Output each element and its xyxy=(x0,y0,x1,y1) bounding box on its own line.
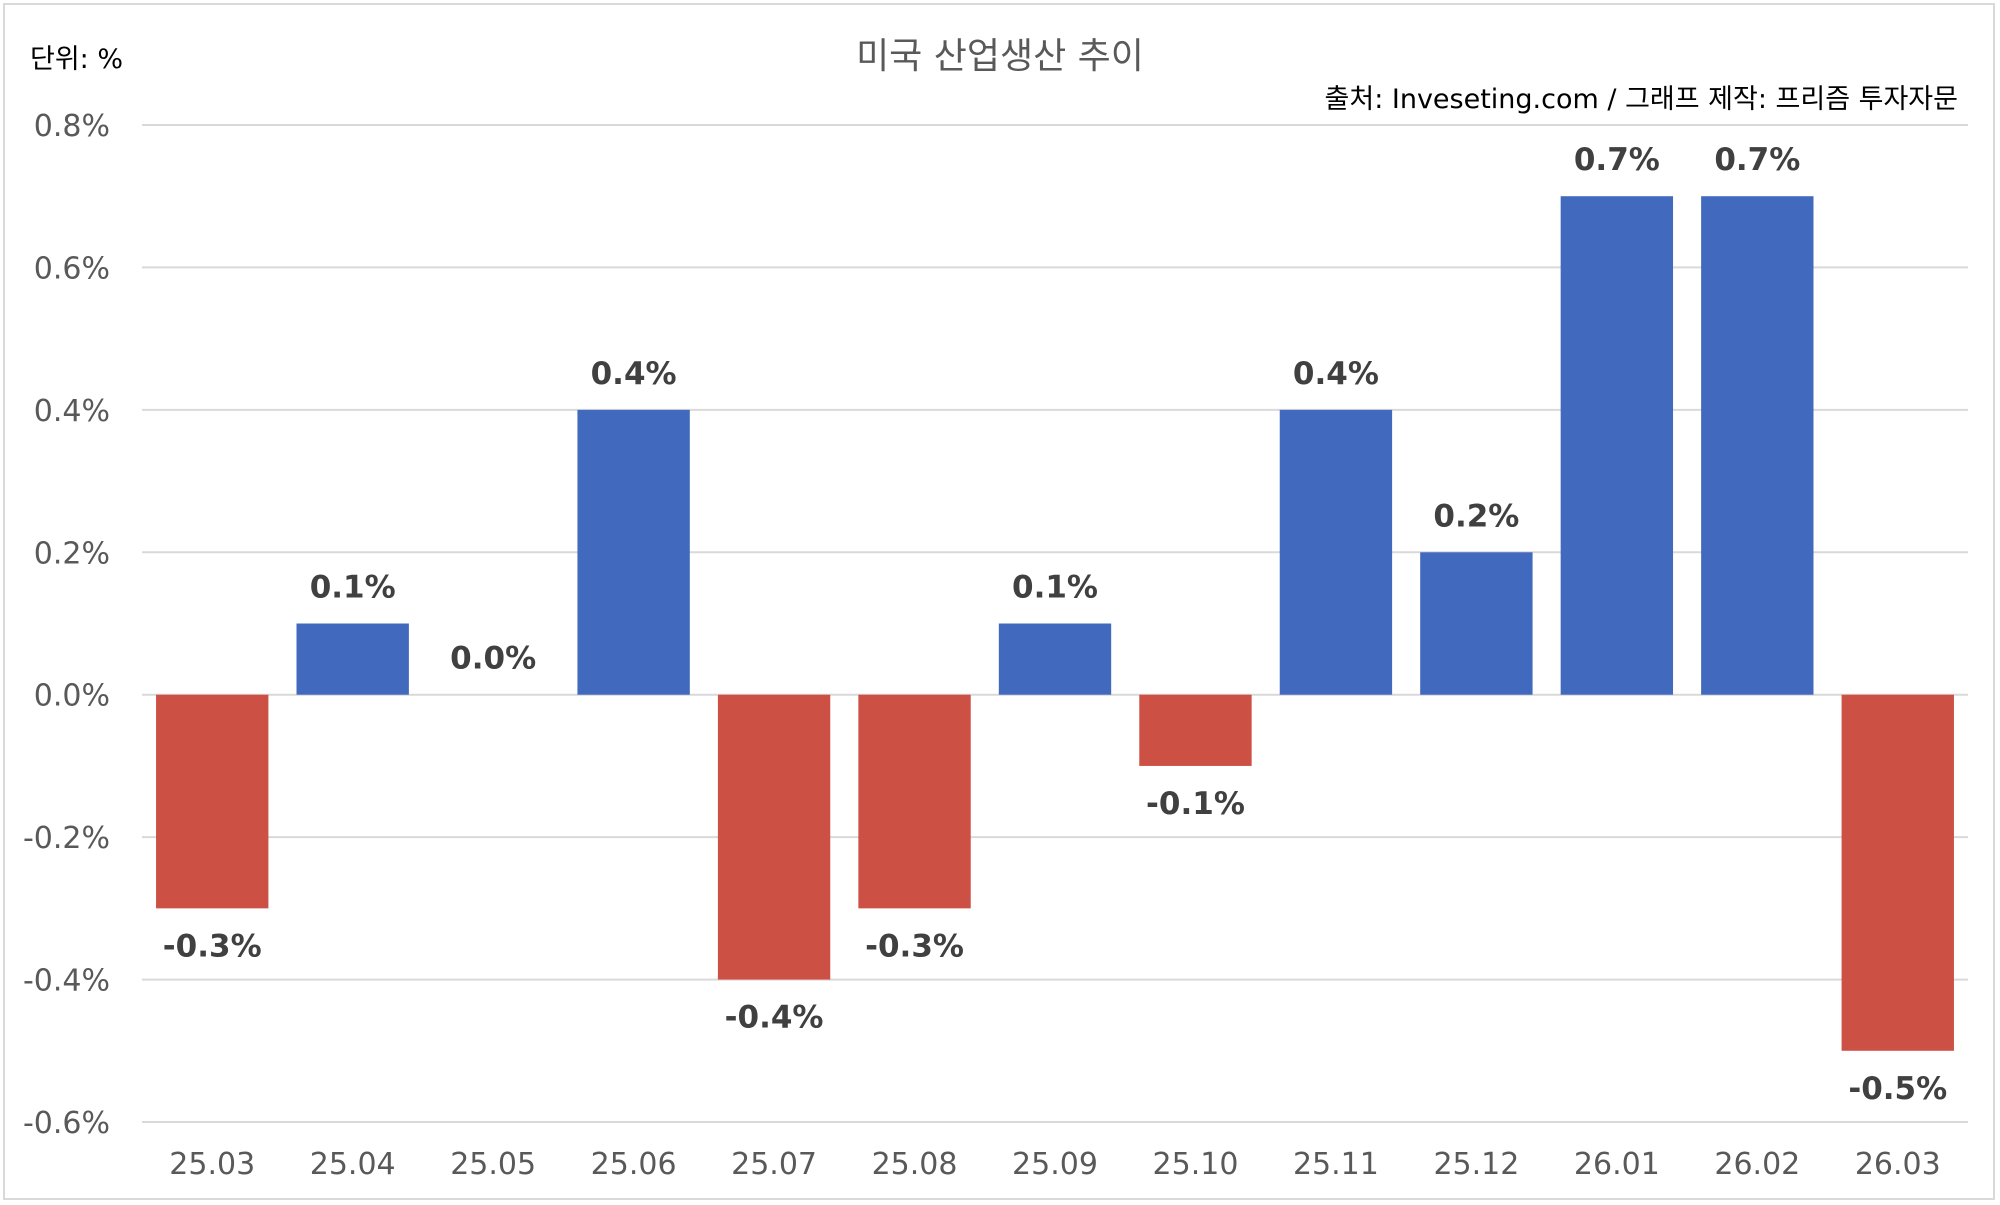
unit-label: 단위: % xyxy=(30,44,123,75)
x-tick-label: 25.10 xyxy=(1153,1147,1239,1182)
y-tick-label: 0.4% xyxy=(34,394,110,429)
bar xyxy=(1701,196,1814,695)
bar xyxy=(1841,694,1954,1051)
x-tick-label: 26.02 xyxy=(1714,1147,1800,1182)
bar xyxy=(1560,196,1674,695)
bar xyxy=(577,409,690,695)
x-tick-label: 25.09 xyxy=(1012,1147,1098,1182)
y-tick-label: 0.2% xyxy=(34,536,110,571)
data-label: 0.1% xyxy=(1012,570,1098,606)
data-labels: -0.3% 0.1% 0.0% 0.4% -0.4% -0.3% 0.1% -0.1% 0.4%… xyxy=(163,142,1947,1107)
data-label: 0.1% xyxy=(310,570,396,606)
x-tick-label: 25.03 xyxy=(169,1147,255,1182)
bar xyxy=(156,694,269,909)
bar xyxy=(717,694,831,980)
bars xyxy=(156,196,1954,1051)
y-tick-label: -0.6% xyxy=(23,1106,110,1141)
y-axis-ticks: 0.8% 0.6% 0.4% 0.2% 0.0% -0.2% -0.4% -0.6% xyxy=(23,109,110,1141)
y-tick-label: 0.0% xyxy=(34,679,110,714)
y-tick-label: 0.6% xyxy=(34,251,110,286)
data-label: 0.2% xyxy=(1433,498,1519,534)
data-label: -0.3% xyxy=(865,928,964,964)
data-label: 0.0% xyxy=(450,641,536,677)
bar xyxy=(998,623,1112,695)
source-note: 출처: Inveseting.com / 그래프 제작: 프리즘 투자자문 xyxy=(1325,84,1958,115)
x-tick-label: 25.11 xyxy=(1293,1147,1379,1182)
x-tick-label: 26.03 xyxy=(1855,1147,1941,1182)
x-tick-label: 25.05 xyxy=(450,1147,536,1182)
bar xyxy=(1139,694,1252,766)
data-label: -0.5% xyxy=(1848,1071,1947,1107)
x-tick-label: 25.04 xyxy=(310,1147,396,1182)
data-label: 0.4% xyxy=(1293,356,1379,392)
x-tick-label: 25.08 xyxy=(872,1147,958,1182)
x-axis-ticks: 25.03 25.04 25.05 25.06 25.07 25.08 25.09 25.10… xyxy=(169,1147,1940,1182)
data-label: -0.4% xyxy=(725,1000,824,1036)
x-tick-label: 25.07 xyxy=(731,1147,817,1182)
bar xyxy=(858,694,971,909)
data-label: -0.1% xyxy=(1146,786,1245,822)
bar xyxy=(1279,409,1393,695)
data-label: 0.4% xyxy=(591,356,677,392)
data-label: 0.7% xyxy=(1714,142,1800,178)
x-tick-label: 25.06 xyxy=(591,1147,677,1182)
y-tick-label: -0.4% xyxy=(23,964,110,999)
y-tick-label: -0.2% xyxy=(23,821,110,856)
bar xyxy=(296,623,409,695)
x-tick-label: 25.12 xyxy=(1433,1147,1519,1182)
chart-border xyxy=(3,3,1995,1200)
bar xyxy=(1420,552,1533,695)
x-tick-label: 26.01 xyxy=(1574,1147,1660,1182)
data-label: 0.7% xyxy=(1574,142,1660,178)
data-label: -0.3% xyxy=(163,928,262,964)
chart-title: 미국 산업생산 추이 xyxy=(856,36,1144,77)
y-tick-label: 0.8% xyxy=(34,109,110,144)
